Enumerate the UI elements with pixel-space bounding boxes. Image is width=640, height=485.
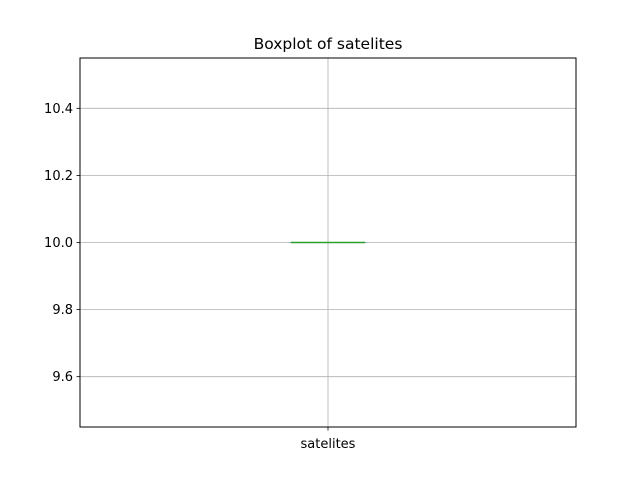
- x-tick-label: satelites: [301, 437, 356, 452]
- chart-title: Boxplot of satelites: [254, 35, 403, 53]
- y-tick-label: 9.8: [52, 303, 73, 318]
- y-tick-label: 9.6: [52, 370, 73, 385]
- y-tick-label: 10.0: [44, 236, 73, 251]
- tick-layer: 9.6 9.8 10.0 10.2 10.4 satelites: [44, 102, 356, 452]
- y-tick-label: 10.4: [44, 102, 73, 117]
- y-tick-label: 10.2: [44, 169, 73, 184]
